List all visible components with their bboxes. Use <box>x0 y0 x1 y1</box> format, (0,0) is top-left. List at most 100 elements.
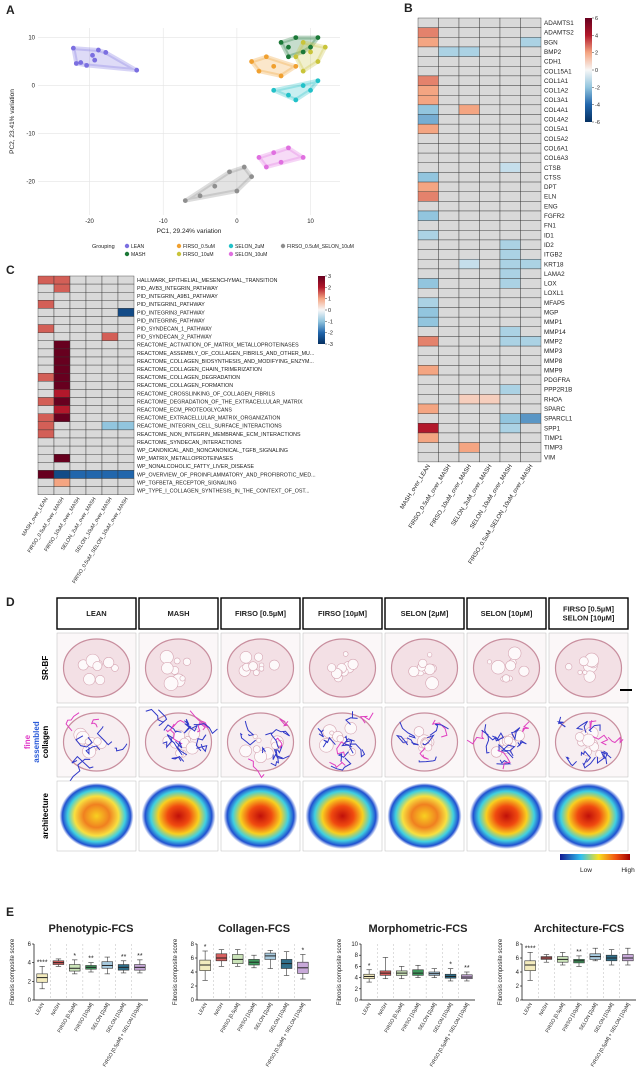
heat-cell <box>53 283 71 293</box>
column-header: SELON [10µM] <box>563 614 615 623</box>
legend-swatch <box>176 251 182 257</box>
collagen-fiber <box>431 719 448 738</box>
heat-cell <box>53 389 71 398</box>
collagen-fiber <box>498 743 514 757</box>
empty-cell <box>458 239 480 250</box>
empty-cell <box>37 445 55 455</box>
row-label: COL1A2 <box>544 88 569 95</box>
empty-cell <box>479 345 501 356</box>
empty-cell <box>458 355 480 366</box>
point <box>256 68 262 74</box>
heat-cell <box>37 275 55 285</box>
x-tick-label: -10 <box>159 219 168 225</box>
point <box>315 35 321 40</box>
empty-cell <box>458 326 480 337</box>
architecture-map <box>59 783 134 849</box>
point <box>84 63 90 68</box>
heat-cell <box>417 94 439 106</box>
heat-cell <box>499 162 521 173</box>
empty-cell <box>85 324 103 333</box>
heat-cell <box>499 413 521 424</box>
legend-swatch <box>228 251 234 257</box>
empty-cell <box>417 413 439 424</box>
empty-cell <box>85 437 103 447</box>
empty-cell <box>69 389 87 398</box>
collagen-fiber <box>406 737 419 746</box>
x-tick-label: LEAN <box>522 1002 534 1017</box>
row-label: ENG <box>544 203 558 210</box>
empty-cell <box>520 249 542 260</box>
heat-cell <box>53 413 71 423</box>
empty-cell <box>458 297 480 308</box>
empty-cell <box>479 152 501 163</box>
empty-cell <box>499 297 521 308</box>
empty-cell <box>85 348 103 358</box>
collagen-fiber <box>75 735 93 748</box>
empty-cell <box>417 239 439 250</box>
empty-cell <box>69 332 87 342</box>
empty-cell <box>438 326 460 337</box>
empty-cell <box>438 413 460 424</box>
vessel <box>188 728 200 740</box>
empty-cell <box>417 17 439 28</box>
empty-cell <box>37 364 55 374</box>
empty-cell <box>85 445 103 455</box>
empty-cell <box>438 75 460 86</box>
legend-high: High <box>621 867 635 874</box>
empty-cell <box>520 85 542 96</box>
empty-cell <box>479 220 501 231</box>
empty-cell <box>499 403 521 414</box>
point <box>300 155 306 160</box>
point <box>92 57 98 63</box>
significance: ** <box>576 949 582 956</box>
row-label: REACTOME_COLLAGEN_CHAIN_TRIMERIZATION <box>137 367 262 373</box>
vessel <box>182 657 192 666</box>
empty-cell <box>499 432 521 443</box>
empty-cell <box>117 324 135 333</box>
empty-cell <box>499 345 521 356</box>
empty-cell <box>438 230 460 241</box>
empty-cell <box>499 442 521 453</box>
heat-cell <box>117 470 135 479</box>
row-label: ADAMTS2 <box>544 30 574 37</box>
point <box>227 169 232 175</box>
empty-cell <box>69 437 87 447</box>
row-label: PID_AVB3_INTEGRIN_PATHWAY <box>137 286 218 292</box>
empty-cell <box>458 191 480 202</box>
empty-cell <box>101 300 119 309</box>
collagen-fiber <box>183 723 198 734</box>
vessel <box>93 737 102 746</box>
y-tick-label: 0 <box>355 998 359 1004</box>
empty-cell <box>101 478 119 487</box>
point <box>234 188 240 194</box>
empty-cell <box>53 437 71 447</box>
empty-cell <box>479 268 501 279</box>
vessel <box>577 669 583 675</box>
point <box>300 39 306 45</box>
empty-cell <box>458 143 480 154</box>
panel-label: A <box>6 3 15 17</box>
heat-cell <box>417 85 439 96</box>
row-label: MMP3 <box>544 348 563 355</box>
collagen-fiber <box>588 724 601 733</box>
empty-cell <box>499 133 521 144</box>
empty-cell <box>520 17 542 28</box>
heat-cell <box>37 397 55 406</box>
column-label: FIRSO_0.5uM_over_MASH <box>408 464 452 530</box>
vessel <box>162 735 173 746</box>
empty-cell <box>438 374 460 385</box>
empty-cell <box>438 403 460 414</box>
empty-cell <box>438 259 460 270</box>
empty-cell <box>479 413 501 424</box>
empty-cell <box>69 324 87 333</box>
empty-cell <box>479 355 501 366</box>
column-label: SELON_2uM_over_MASH <box>451 464 494 527</box>
empty-cell <box>438 104 460 115</box>
empty-cell <box>417 442 439 453</box>
row-label: REACTOME_COLLAGEN_DEGRADATION <box>137 375 240 381</box>
y-tick-label: 8 <box>191 942 195 948</box>
empty-cell <box>499 191 521 202</box>
y-tick-label: -20 <box>26 179 35 185</box>
collagen-fiber <box>592 734 609 746</box>
heat-cell <box>417 37 439 48</box>
